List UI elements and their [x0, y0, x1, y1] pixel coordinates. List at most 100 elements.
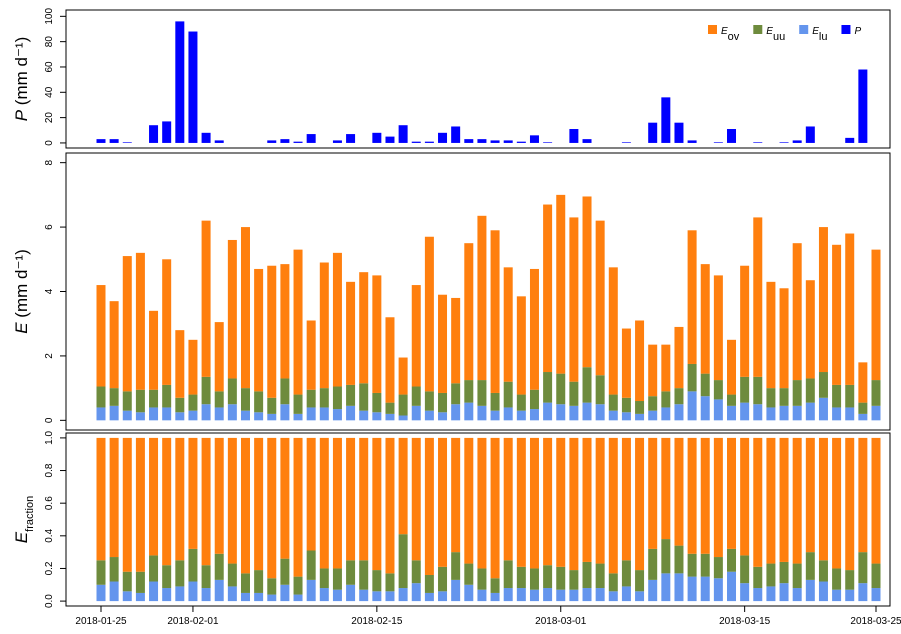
- bar-segment: [490, 410, 500, 421]
- bar-segment: [753, 566, 763, 589]
- bar-segment: [621, 586, 631, 602]
- bar-segment: [556, 566, 566, 590]
- bar-segment: [188, 437, 198, 549]
- bar-segment: [477, 589, 487, 602]
- bar: [96, 139, 106, 143]
- bar-segment: [740, 437, 750, 556]
- bar-segment: [280, 437, 290, 559]
- bar-segment: [424, 391, 434, 411]
- bar-segment: [240, 573, 250, 593]
- bar-segment: [122, 391, 132, 411]
- bar-segment: [175, 330, 185, 398]
- bar-segment: [162, 384, 172, 408]
- bar-segment: [254, 570, 264, 593]
- bar-segment: [858, 552, 868, 584]
- y-axis-label: P (mm d⁻¹): [12, 37, 31, 122]
- bar-segment: [464, 380, 474, 403]
- bar-segment: [477, 568, 487, 590]
- bar-segment: [372, 412, 382, 421]
- bar-segment: [779, 288, 789, 389]
- bar-segment: [227, 239, 237, 379]
- bar-segment: [451, 404, 461, 421]
- bar-segment: [674, 545, 684, 574]
- bar-segment: [267, 578, 277, 595]
- bar: [306, 134, 316, 143]
- y-tick-label: 0.4: [44, 528, 55, 542]
- bar-segment: [227, 586, 237, 602]
- bar-segment: [595, 404, 605, 421]
- bar-segment: [818, 560, 828, 582]
- bar-segment: [267, 397, 277, 414]
- y-tick-label: 2: [44, 353, 55, 359]
- bar-segment: [490, 392, 500, 411]
- bar-segment: [438, 294, 448, 393]
- bar-segment: [648, 396, 658, 411]
- bar-segment: [858, 402, 868, 414]
- bar-segment: [201, 376, 211, 405]
- bar-segment: [727, 405, 737, 421]
- bar-segment: [293, 594, 303, 602]
- bar-segment: [845, 570, 855, 590]
- bar-segment: [674, 573, 684, 602]
- bar: [385, 136, 395, 143]
- bar-segment: [713, 275, 723, 381]
- bar-segment: [648, 344, 658, 397]
- y-axis-label: E (mm d⁻¹): [12, 249, 31, 334]
- y-tick-label: 20: [44, 112, 55, 124]
- bar: [805, 126, 815, 143]
- bar-segment: [845, 437, 855, 571]
- bar-segment: [385, 591, 395, 602]
- y-tick-label: 4: [44, 288, 55, 294]
- bar-segment: [240, 227, 250, 389]
- bar-segment: [608, 394, 618, 411]
- bar-segment: [832, 437, 842, 569]
- bar-segment: [306, 407, 316, 421]
- bar: [464, 139, 474, 143]
- bar-segment: [727, 548, 737, 572]
- bar-segment: [188, 339, 198, 395]
- bar: [713, 142, 723, 143]
- bar-segment: [319, 388, 329, 408]
- bar-segment: [779, 405, 789, 421]
- bar-segment: [608, 573, 618, 592]
- bar-segment: [529, 268, 539, 390]
- y-tick-label: 60: [44, 61, 55, 73]
- bar-segment: [306, 550, 316, 580]
- bar-segment: [477, 215, 487, 381]
- bar-segment: [543, 588, 553, 602]
- bar-segment: [792, 437, 802, 564]
- bar-segment: [359, 272, 369, 384]
- bar-segment: [543, 565, 553, 589]
- legend-swatch: [841, 25, 851, 34]
- bar-segment: [569, 570, 579, 590]
- bar: [792, 140, 802, 143]
- bar-segment: [556, 437, 566, 567]
- bar-segment: [661, 437, 671, 540]
- bar-segment: [149, 555, 159, 582]
- bar-segment: [700, 576, 710, 602]
- bar-segment: [818, 437, 828, 561]
- bar-segment: [188, 548, 198, 582]
- y-tick-label: 80: [44, 36, 55, 48]
- bar-segment: [346, 584, 356, 602]
- bar-segment: [135, 252, 145, 390]
- bar-segment: [845, 589, 855, 602]
- bar-segment: [306, 437, 316, 551]
- bar-segment: [411, 583, 421, 602]
- bar-segment: [753, 588, 763, 602]
- bar-segment: [582, 561, 592, 589]
- bar-segment: [464, 563, 474, 585]
- bar-segment: [346, 281, 356, 385]
- bar-segment: [858, 413, 868, 421]
- bar-segment: [175, 560, 185, 587]
- bar-segment: [109, 437, 119, 558]
- bar-segment: [635, 401, 645, 414]
- bar: [398, 125, 408, 143]
- bar: [162, 121, 172, 143]
- bar-segment: [740, 555, 750, 584]
- bar-segment: [490, 578, 500, 593]
- bar-segment: [661, 573, 671, 602]
- bar-segment: [424, 574, 434, 593]
- bar-segment: [293, 413, 303, 421]
